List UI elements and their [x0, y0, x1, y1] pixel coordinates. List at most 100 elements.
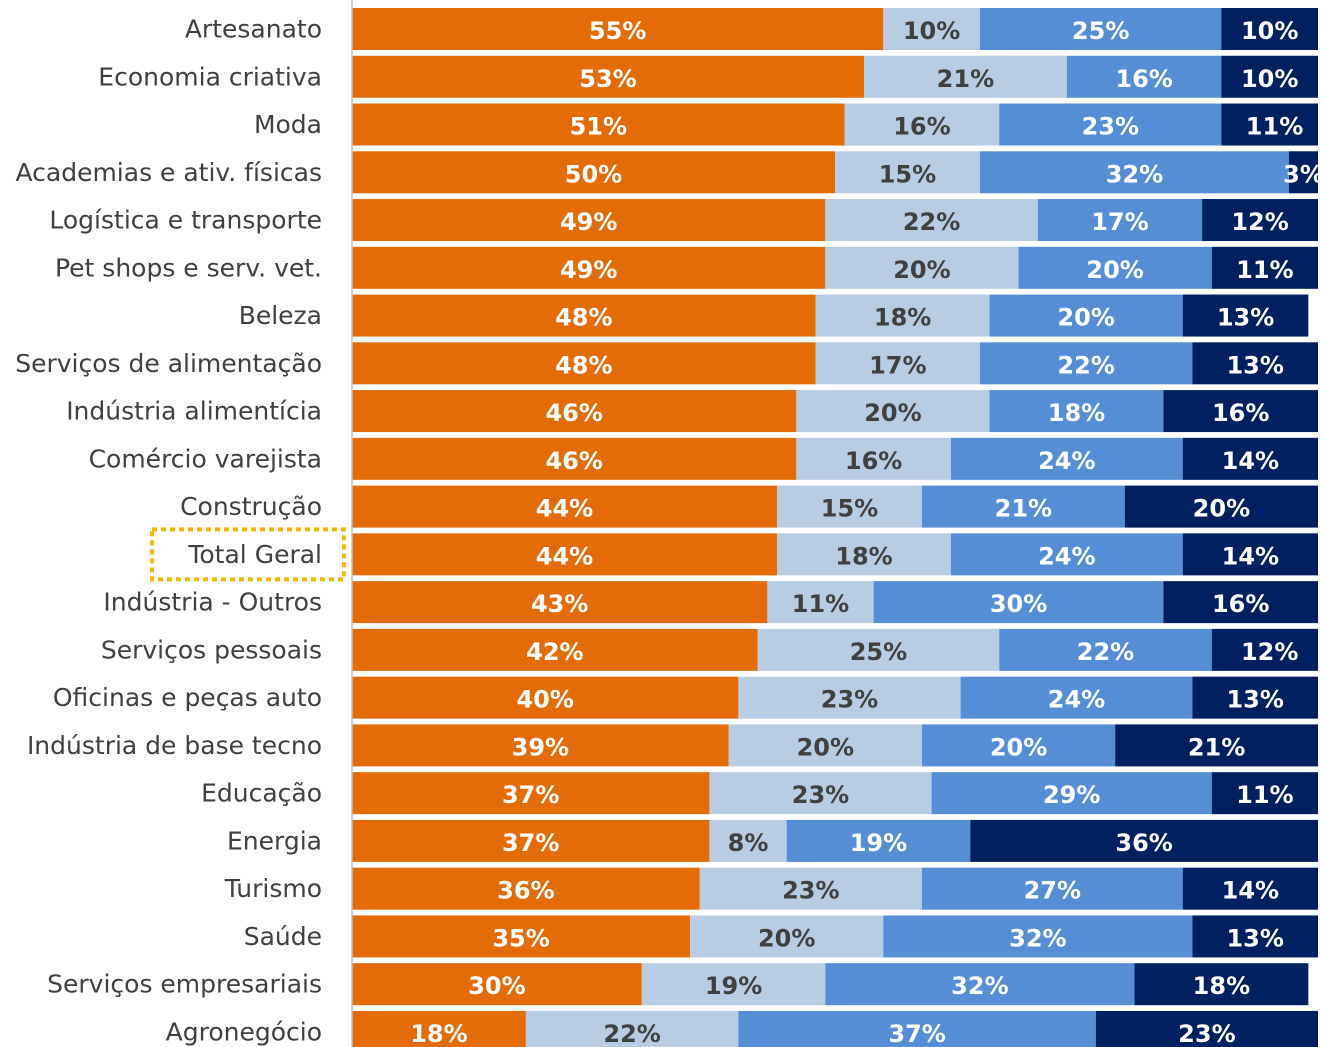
bar-segment: [863, 55, 1067, 98]
bar-segment: [999, 103, 1222, 146]
value-label: 53%: [579, 65, 636, 93]
value-label: 48%: [555, 351, 612, 379]
value-label: 13%: [1226, 351, 1283, 379]
bar-segment: [352, 437, 797, 480]
category-label: Academias e ativ. físicas: [15, 158, 322, 187]
category-label: Educação: [201, 779, 322, 808]
value-label: 29%: [1043, 781, 1100, 809]
bar-segment: [815, 342, 980, 385]
value-label: 16%: [1212, 399, 1269, 427]
value-label: 20%: [864, 399, 921, 427]
category-label: Construção: [180, 492, 322, 521]
bar-segment: [1095, 1010, 1318, 1047]
bar-segment: [352, 103, 845, 146]
value-label: 23%: [1082, 113, 1139, 141]
bar-segment: [1124, 485, 1318, 528]
bar-segment: [1182, 437, 1318, 480]
bar-segment: [352, 867, 700, 910]
bar-segment: [883, 915, 1193, 958]
value-label: 49%: [560, 256, 617, 284]
value-label: 55%: [589, 17, 646, 45]
value-label: 46%: [545, 447, 602, 475]
value-label: 20%: [758, 924, 815, 952]
bar-segment: [950, 437, 1183, 480]
bar-segment: [728, 724, 922, 767]
value-label: 25%: [1072, 17, 1129, 45]
bar-segment: [352, 151, 835, 194]
bar-segment: [1202, 199, 1318, 242]
value-label: 40%: [516, 686, 573, 714]
value-label: 27%: [1024, 877, 1081, 905]
bar-segment: [796, 437, 951, 480]
bar-segment: [777, 533, 951, 576]
value-label: 16%: [845, 447, 902, 475]
bar-segment: [767, 581, 874, 624]
value-label: 44%: [536, 495, 593, 523]
value-label: 11%: [1246, 113, 1303, 141]
value-label: 23%: [821, 686, 878, 714]
bar-segment: [835, 151, 980, 194]
value-label: 20%: [1057, 304, 1114, 332]
bar-segment: [525, 1010, 739, 1047]
value-label: 17%: [1091, 208, 1148, 236]
value-label: 43%: [531, 590, 588, 618]
bar-segment: [931, 772, 1212, 815]
value-label: 14%: [1222, 542, 1279, 570]
bar-segment: [1211, 628, 1318, 671]
value-label: 48%: [555, 304, 612, 332]
bar-segment: [979, 151, 1290, 194]
value-label: 20%: [893, 256, 950, 284]
bar-segment: [352, 342, 816, 385]
bar-segment: [979, 342, 1193, 385]
bar-segment: [815, 294, 990, 337]
bar-segment: [921, 485, 1125, 528]
value-label: 8%: [728, 829, 769, 857]
bar-segment: [989, 294, 1183, 337]
value-label: 39%: [512, 733, 569, 761]
value-label: 36%: [1115, 829, 1172, 857]
bar-segment: [1163, 390, 1318, 433]
value-label: 20%: [1086, 256, 1143, 284]
value-label: 23%: [1178, 1020, 1235, 1047]
category-label: Indústria alimentícia: [66, 397, 322, 426]
value-label: 15%: [879, 160, 936, 188]
bar-segment: [1182, 294, 1309, 337]
value-label: 3%: [1283, 160, 1322, 188]
bar-segment: [352, 390, 797, 433]
value-label: 17%: [869, 351, 926, 379]
value-label: 24%: [1038, 447, 1095, 475]
bar-segment: [825, 246, 1019, 289]
value-label: 21%: [995, 495, 1052, 523]
bar-segment: [352, 1010, 526, 1047]
bar-segment: [1221, 8, 1318, 50]
value-label: 20%: [990, 733, 1047, 761]
value-label: 13%: [1217, 304, 1274, 332]
bar-segment: [1037, 199, 1203, 242]
bar-segment: [844, 103, 1000, 146]
bar-segment: [1066, 55, 1222, 98]
category-label: Moda: [254, 110, 322, 139]
value-label: 51%: [570, 113, 627, 141]
value-label: 12%: [1231, 208, 1288, 236]
bar-segment: [352, 55, 864, 98]
category-label: Serviços pessoais: [101, 635, 322, 664]
category-label: Logística e transporte: [49, 206, 322, 235]
value-label: 30%: [468, 972, 525, 1000]
bar-segment: [979, 8, 1222, 50]
value-label: 36%: [497, 877, 554, 905]
value-label: 18%: [835, 542, 892, 570]
bar-segment: [873, 581, 1164, 624]
value-label: 44%: [536, 542, 593, 570]
bar-segment: [352, 533, 778, 576]
category-label: Serviços de alimentação: [15, 349, 322, 378]
bar-segment: [970, 819, 1318, 862]
value-label: 10%: [903, 17, 960, 45]
value-label: 13%: [1226, 924, 1283, 952]
category-label: Agronegócio: [166, 1017, 322, 1046]
bar-segment: [1192, 342, 1318, 385]
value-label: 22%: [903, 208, 960, 236]
bar-segment: [641, 963, 826, 1006]
value-label: 19%: [850, 829, 907, 857]
bar-segment: [1289, 151, 1318, 194]
bar-segment: [1163, 581, 1318, 624]
